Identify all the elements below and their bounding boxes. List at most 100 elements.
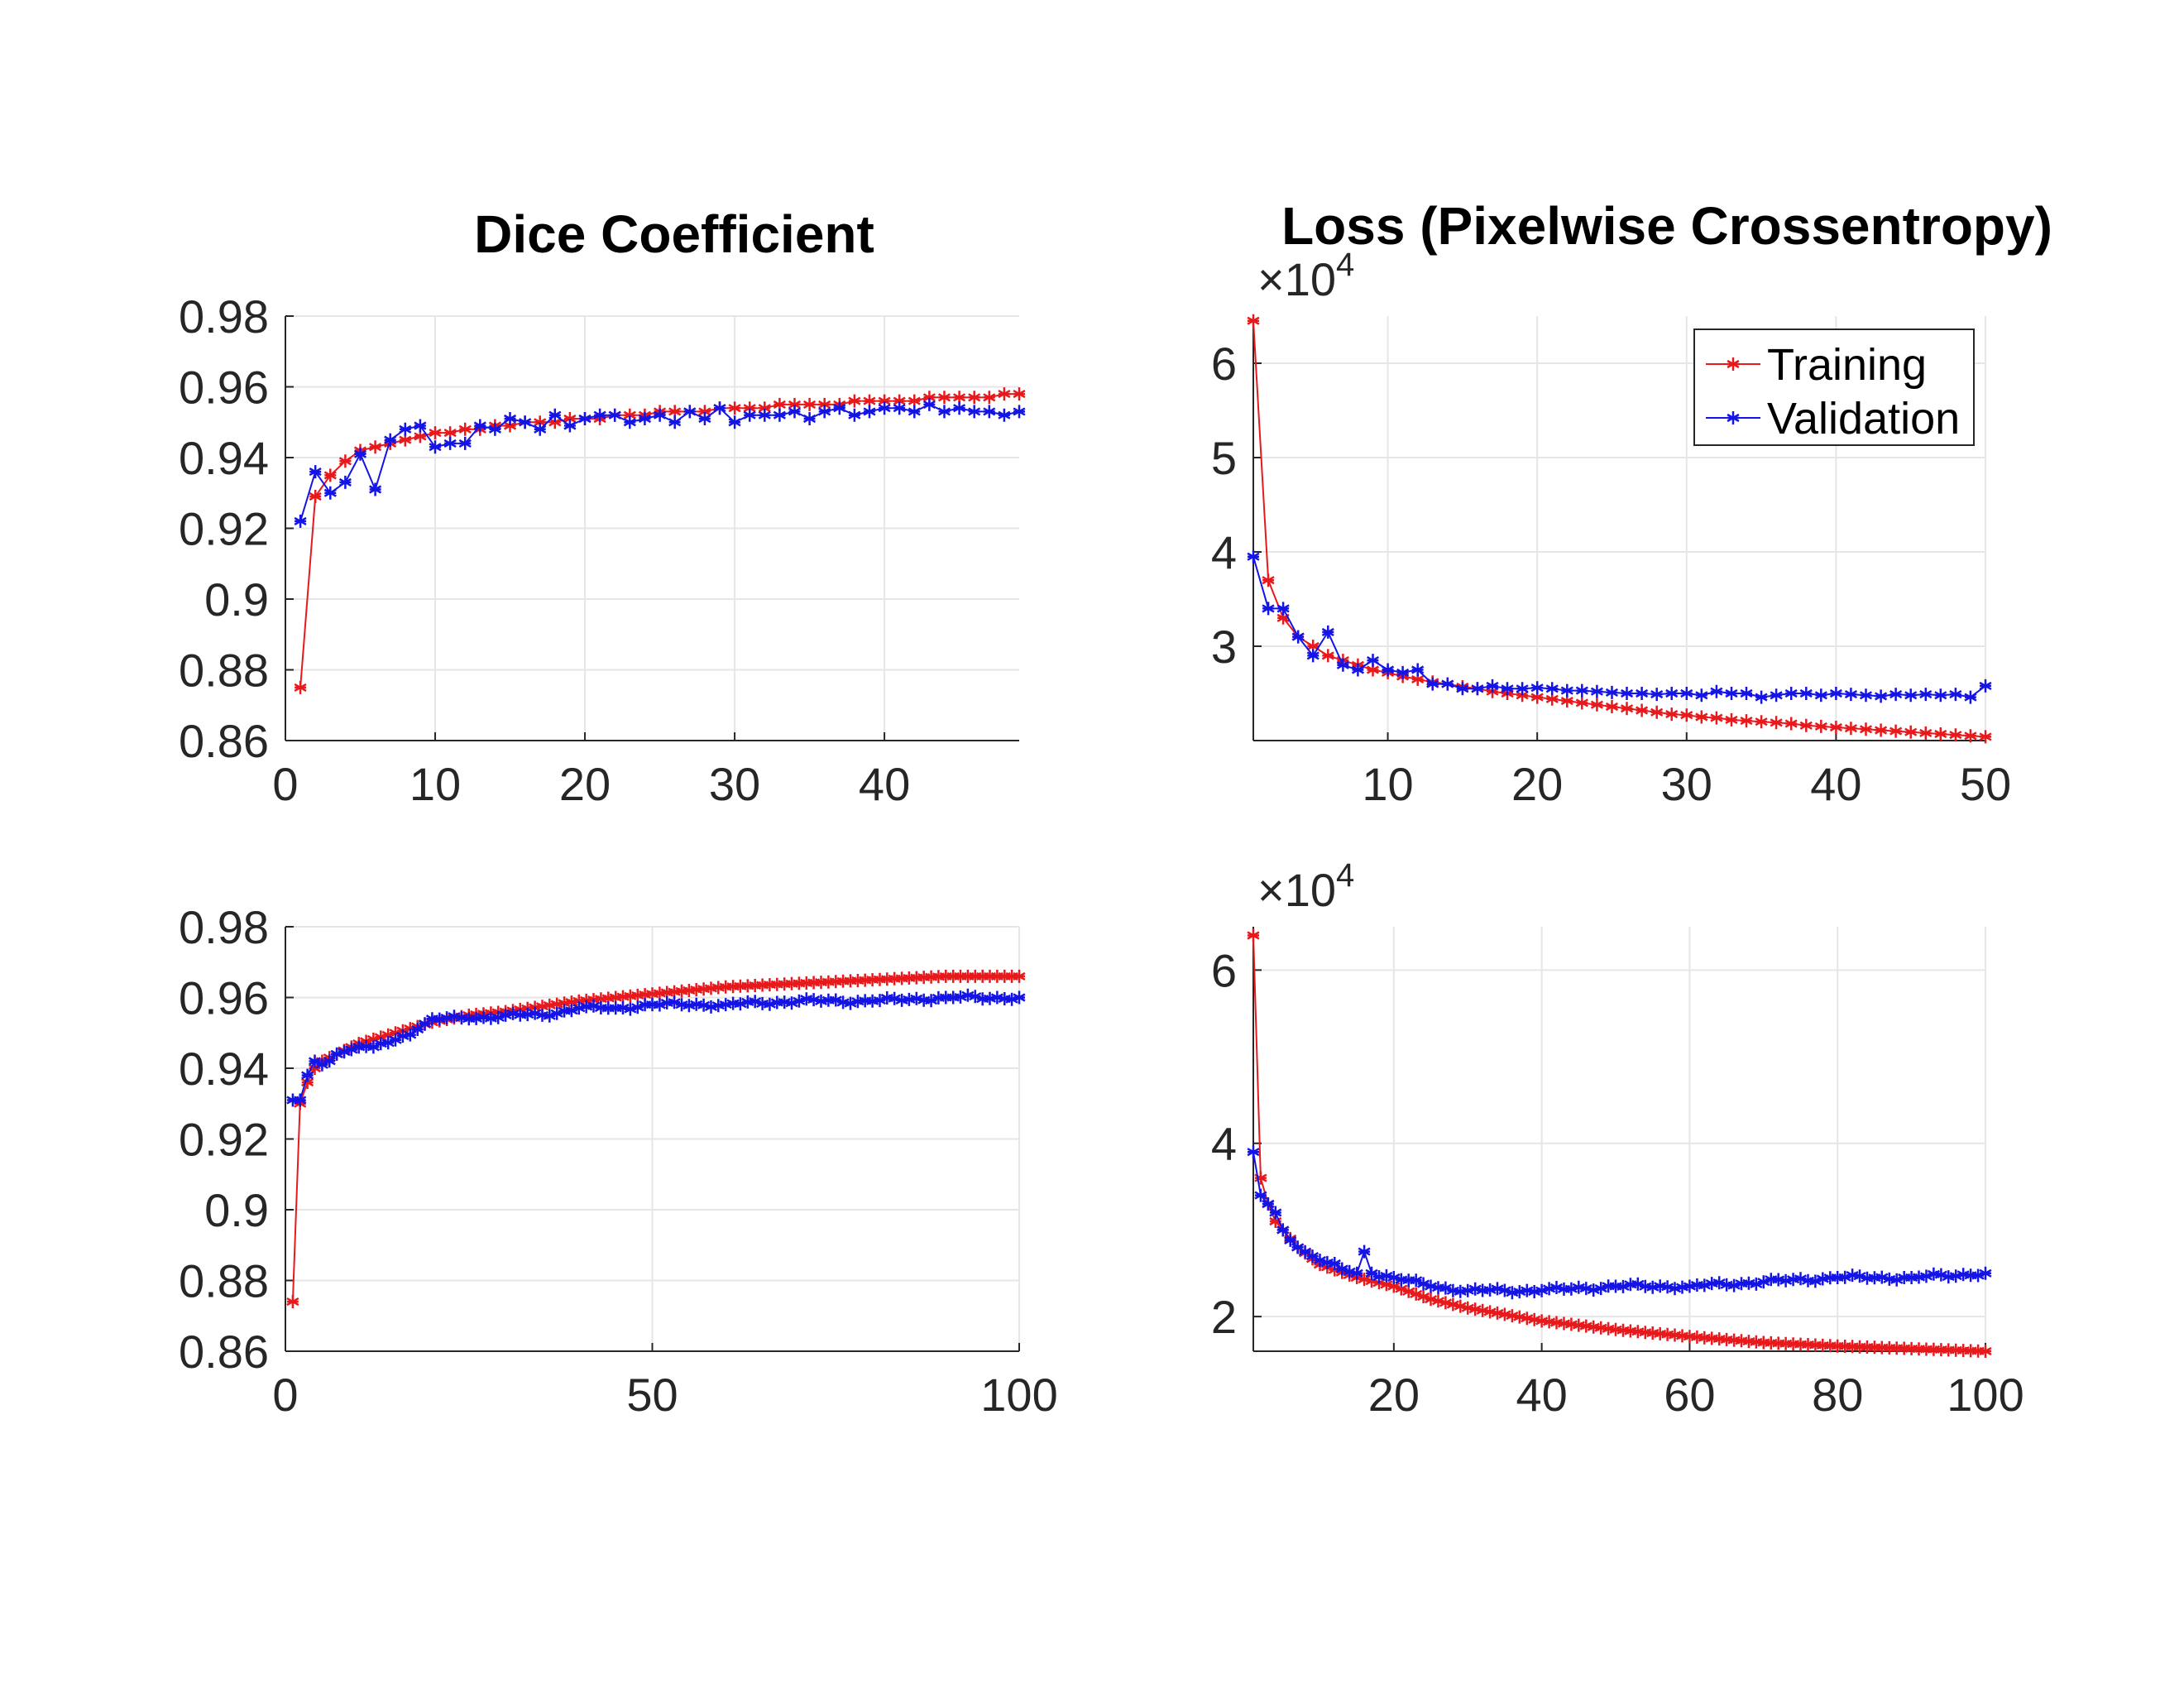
data-point-validation: [1254, 1188, 1267, 1202]
data-point-validation: [425, 1012, 438, 1026]
data-point-validation: [1247, 1145, 1260, 1159]
legend-box: [1693, 328, 1975, 446]
data-point-validation: [1572, 1280, 1585, 1294]
data-point-validation: [1365, 1266, 1378, 1280]
data-point-validation: [1351, 663, 1365, 677]
data-point-training: [851, 974, 864, 987]
data-point-training: [1431, 1294, 1445, 1308]
data-point-validation: [1426, 677, 1439, 691]
data-point-training: [903, 971, 916, 985]
data-point-validation: [1784, 687, 1798, 700]
data-point-validation: [440, 1011, 453, 1025]
data-point-training: [1321, 649, 1334, 663]
data-point-training: [924, 970, 938, 984]
data-point-validation: [653, 408, 667, 422]
data-point-validation: [594, 1001, 607, 1014]
data-point-training: [1934, 1343, 1947, 1357]
data-point-training: [609, 990, 622, 1005]
y-tick-label: 2: [1211, 1291, 1237, 1343]
data-point-validation: [587, 999, 601, 1013]
data-point-validation: [1861, 1271, 1874, 1285]
data-point-training: [1735, 1334, 1748, 1348]
data-point-validation: [1501, 682, 1514, 696]
data-point-training: [1542, 1315, 1556, 1329]
data-point-validation: [429, 440, 442, 454]
data-point-validation: [895, 993, 908, 1007]
data-point-validation: [1919, 688, 1933, 702]
data-point-validation: [1564, 1282, 1578, 1296]
data-point-training: [1557, 1316, 1571, 1331]
data-point-training: [1572, 1318, 1585, 1332]
data-point-training: [1387, 1279, 1401, 1293]
data-point-training: [726, 980, 740, 994]
data-point-validation: [294, 514, 307, 528]
data-point-training: [848, 394, 861, 408]
data-point-training: [734, 979, 747, 993]
data-point-training: [690, 983, 703, 997]
data-point-training: [1365, 1274, 1378, 1288]
data-point-training: [932, 970, 946, 984]
data-point-training: [565, 995, 578, 1009]
data-point-validation: [807, 993, 821, 1007]
data-point-validation: [946, 990, 960, 1005]
data-point-training: [1765, 1336, 1778, 1350]
data-point-validation: [491, 1010, 505, 1024]
data-point-training: [1949, 728, 1962, 742]
data-point-validation: [1735, 1277, 1748, 1291]
data-point-validation: [1602, 1279, 1615, 1293]
loss-bottom-y-exponent-label: ×104: [1257, 857, 1354, 916]
data-point-training: [983, 969, 997, 983]
data-point-training: [1889, 724, 1903, 738]
data-point-validation: [1949, 1269, 1962, 1283]
data-point-training: [550, 997, 563, 1011]
data-point-validation: [866, 994, 879, 1008]
data-point-validation: [623, 415, 636, 429]
y-tick-label: 0.9: [204, 573, 269, 626]
data-point-training: [1680, 708, 1693, 722]
data-point-training: [1964, 729, 1977, 743]
data-point-training: [653, 986, 666, 1000]
data-point-validation: [1964, 1268, 1977, 1283]
dice-coefficient-bottom-panel: 0 50 100 0.86 0.88 0.9 0.92 0.94 0.96 0.98: [179, 901, 1058, 1421]
data-point-training: [1646, 1326, 1660, 1340]
data-point-training: [743, 401, 756, 415]
data-point-training: [1942, 1343, 1955, 1357]
x-tick-label: 20: [1368, 1369, 1420, 1421]
data-point-training: [863, 394, 876, 408]
dice-top-grid: [285, 315, 1019, 741]
data-point-validation: [1366, 654, 1380, 668]
legend-label-validation: Validation: [1767, 394, 1960, 444]
data-point-validation: [1306, 649, 1320, 663]
data-point-validation: [1875, 1270, 1889, 1284]
data-point-validation: [1698, 1278, 1711, 1292]
data-point-validation: [1823, 1271, 1837, 1285]
data-point-training: [788, 397, 802, 411]
data-point-validation: [499, 1008, 512, 1022]
data-point-validation: [888, 991, 901, 1005]
data-point-training: [961, 969, 975, 983]
data-point-validation: [1461, 1283, 1474, 1297]
data-point-training: [954, 969, 967, 983]
data-point-training: [895, 971, 908, 985]
data-point-validation: [675, 998, 688, 1012]
data-point-validation: [893, 401, 906, 415]
data-point-validation: [1814, 688, 1827, 703]
data-point-validation: [728, 415, 741, 429]
data-point-training: [1750, 1335, 1763, 1349]
data-point-training: [503, 419, 517, 433]
data-point-validation: [1757, 1275, 1770, 1289]
data-point-validation: [616, 1001, 630, 1014]
data-point-validation: [1594, 1282, 1607, 1296]
data-point-validation: [1557, 1282, 1571, 1296]
data-point-training: [1814, 719, 1827, 733]
data-point-validation: [578, 412, 592, 425]
data-point-validation: [983, 991, 997, 1005]
data-point-validation: [1579, 1282, 1592, 1296]
data-point-validation: [1831, 1271, 1844, 1284]
data-point-validation: [1417, 1277, 1430, 1291]
data-point-validation: [1680, 687, 1693, 700]
data-point-training: [660, 985, 673, 1000]
data-point-validation: [506, 1006, 520, 1020]
data-point-training: [645, 987, 659, 1001]
data-point-training: [1411, 672, 1425, 686]
